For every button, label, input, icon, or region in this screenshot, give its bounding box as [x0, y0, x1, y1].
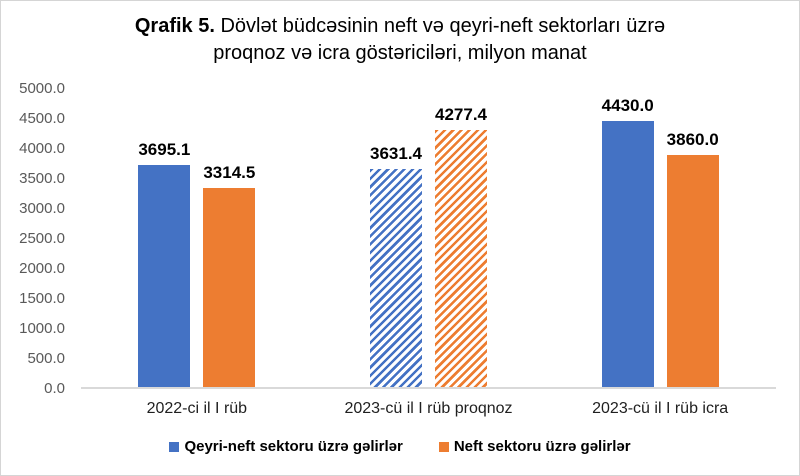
legend-label: Neft sektoru üzrə gəlirlər: [453, 438, 631, 455]
chart-title-line2: proqnoz və icra göstəriciləri, milyon ma…: [213, 42, 587, 64]
x-axis-category-label: 2023-cü il I rüb proqnoz: [344, 400, 513, 417]
y-axis-tick-label: 3000.0: [19, 200, 65, 217]
y-axis-tick-label: 1500.0: [19, 290, 65, 307]
data-label-neft-2: 3860.0: [666, 130, 719, 150]
chart-title-line1: Qrafik 5. Dövlət büdcəsinin neft və qeyr…: [1, 13, 799, 40]
bar-neft-0: [203, 188, 256, 387]
legend-swatch-icon: [438, 441, 449, 452]
data-label-qeyri-neft-0: 3695.1: [138, 140, 191, 160]
data-label-qeyri-neft-2: 4430.0: [601, 96, 654, 116]
data-label-neft-1: 4277.4: [435, 105, 487, 125]
chart-title-prefix: Qrafik 5.: [134, 15, 215, 37]
y-axis-tick-label: 4000.0: [19, 140, 65, 157]
x-axis-category-label: 2022-ci il I rüb: [146, 400, 248, 417]
y-axis-tick-label: 500.0: [27, 350, 65, 367]
data-label-qeyri-neft-1: 3631.4: [370, 144, 422, 164]
y-axis-tick-label: 4500.0: [19, 110, 65, 127]
bar-neft-1: [435, 130, 487, 387]
legend-swatch-icon: [169, 441, 180, 452]
plot-area: 3695.1 3314.5 3631.4 4277.4 4430.0 3860.0: [81, 89, 776, 389]
legend-item-qeyri-neft: Qeyri-neft sektoru üzrə gəlirlər: [169, 438, 403, 455]
data-label-neft-0: 3314.5: [203, 163, 256, 183]
bar-neft-2: [666, 155, 719, 387]
y-axis-tick-label: 3500.0: [19, 170, 65, 187]
legend: Qeyri-neft sektoru üzrə gəlirlər Neft sek…: [1, 438, 799, 455]
y-axis-tick-label: 2500.0: [19, 230, 65, 247]
bar-qeyri-neft-0: [138, 165, 191, 387]
y-axis-tick-label: 0.0: [44, 380, 65, 397]
chart-title: Qrafik 5. Dövlət büdcəsinin neft və qeyr…: [1, 13, 799, 67]
x-axis-category-label: 2023-cü il I rüb icra: [592, 400, 729, 417]
y-axis-tick-label: 1000.0: [19, 320, 65, 337]
bar-qeyri-neft-1: [370, 169, 422, 387]
bar-qeyri-neft-2: [601, 121, 654, 387]
y-axis-tick-label: 2000.0: [19, 260, 65, 277]
legend-label: Qeyri-neft sektoru üzrə gəlirlər: [184, 438, 403, 455]
legend-item-neft: Neft sektoru üzrə gəlirlər: [438, 438, 631, 455]
y-axis-tick-label: 5000.0: [19, 80, 65, 97]
chart-title-line1-text: Dövlət büdcəsinin neft və qeyri-neft sek…: [214, 15, 666, 37]
